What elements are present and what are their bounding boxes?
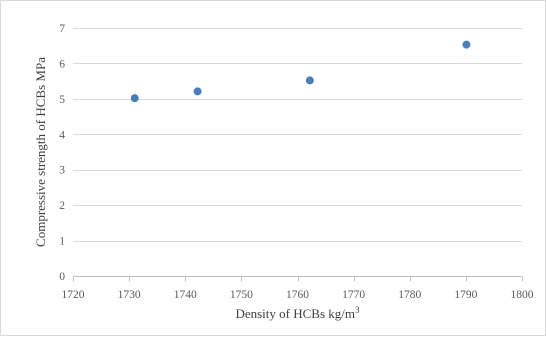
y-tick-label: 0 — [59, 271, 65, 283]
x-tick-label: 1740 — [174, 289, 197, 301]
x-tick-label: 1720 — [62, 289, 85, 301]
data-point — [462, 40, 471, 49]
x-axis-title: Density of HCBs kg/m3 — [235, 305, 360, 321]
y-tick-label: 3 — [59, 165, 65, 177]
y-axis-title: Compressive strength of HCBs MPa — [33, 57, 48, 247]
y-tick-label: 6 — [59, 58, 65, 70]
y-tick-label: 4 — [59, 129, 65, 141]
x-tick-label: 1790 — [454, 289, 477, 301]
axes — [73, 276, 523, 282]
data-points — [130, 40, 471, 103]
x-tick-label: 1770 — [342, 289, 365, 301]
data-point — [193, 87, 202, 96]
x-tick-label: 1760 — [286, 289, 309, 301]
x-tick-label: 1730 — [118, 289, 141, 301]
data-point — [305, 76, 314, 85]
gridlines — [73, 28, 522, 242]
tick-labels: 0 1 2 3 4 5 6 7 1720 1730 1740 1750 1760 1770 1780 1790… — [59, 23, 534, 301]
y-tick-label: 2 — [59, 200, 65, 212]
y-tick-label: 7 — [59, 23, 65, 35]
data-point — [130, 94, 139, 103]
x-tick-label: 1800 — [511, 289, 534, 301]
y-tick-label: 1 — [59, 236, 65, 248]
y-tick-label: 5 — [59, 94, 65, 106]
x-tick-label: 1750 — [230, 289, 253, 301]
x-tick-label: 1780 — [398, 289, 421, 301]
